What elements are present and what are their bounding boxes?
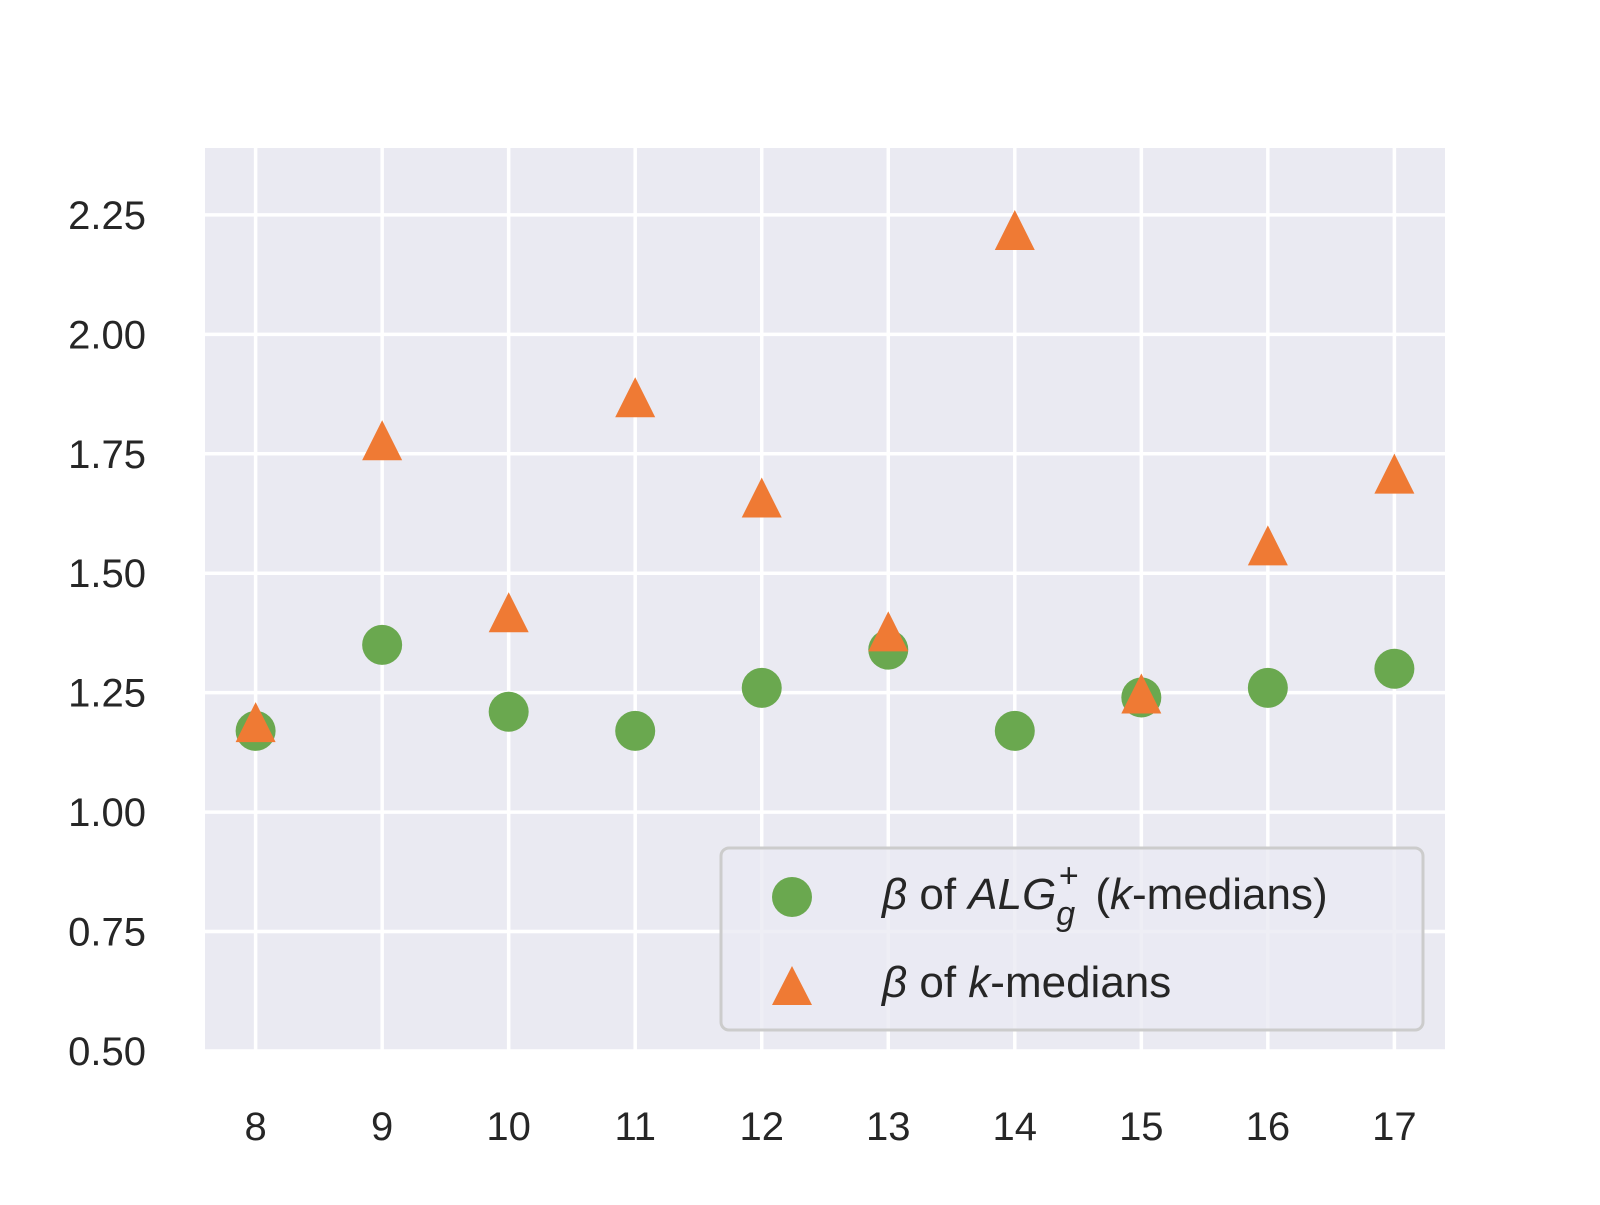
- data-point-triangle: [1374, 453, 1415, 494]
- data-points: [235, 210, 1415, 751]
- data-point-circle: [615, 710, 656, 751]
- data-point-triangle: [1247, 525, 1288, 566]
- x-axis-tick-labels: 8 9 10 11 12 13 14 15 16 17: [244, 1105, 1416, 1149]
- data-point-triangle: [615, 377, 656, 418]
- data-point-triangle: [741, 477, 782, 518]
- data-point-triangle: [868, 611, 909, 652]
- x-tick-label: 16: [1246, 1105, 1291, 1149]
- x-tick-label: 11: [614, 1105, 656, 1149]
- data-point-circle: [994, 710, 1035, 751]
- data-point-triangle: [235, 702, 276, 743]
- legend-marker-circle: [772, 877, 812, 917]
- data-point-circle: [488, 691, 529, 732]
- y-tick-label: 2.00: [68, 313, 146, 357]
- data-point-triangle: [994, 210, 1035, 250]
- data-point-circle: [1247, 667, 1288, 708]
- legend-label-kmedians: β of k-medians: [880, 958, 1171, 1007]
- y-tick-label: 1.50: [68, 552, 146, 596]
- y-axis-tick-labels: 0.50 0.75 1.00 1.25 1.50 1.75 2.00 2.25: [68, 194, 146, 1074]
- x-tick-label: 12: [739, 1105, 784, 1149]
- data-point-triangle: [362, 420, 403, 461]
- y-tick-label: 1.25: [68, 672, 146, 716]
- y-tick-label: 1.00: [68, 791, 146, 835]
- data-point-circle: [362, 624, 403, 665]
- data-point-circle: [741, 667, 782, 708]
- x-tick-label: 10: [486, 1105, 531, 1149]
- x-tick-label: 8: [244, 1105, 266, 1149]
- legend: β of ALG+ g (k-medians) β of k-medians: [719, 846, 1425, 1032]
- x-tick-label: 17: [1372, 1105, 1417, 1149]
- x-tick-label: 9: [371, 1105, 393, 1149]
- legend-label-alg: β of ALG+ g (k-medians): [880, 857, 1328, 933]
- legend-marker-triangle: [772, 966, 812, 1005]
- data-point-circle: [1374, 648, 1415, 689]
- y-tick-label: 0.50: [68, 1030, 146, 1074]
- x-tick-label: 13: [866, 1105, 911, 1149]
- x-tick-label: 15: [1119, 1105, 1164, 1149]
- y-tick-label: 0.75: [68, 911, 146, 955]
- x-tick-label: 14: [993, 1105, 1038, 1149]
- data-point-triangle: [488, 592, 529, 633]
- data-point-triangle: [1121, 673, 1162, 714]
- legend-box: [719, 846, 1425, 1032]
- y-tick-label: 2.25: [68, 194, 146, 238]
- y-tick-label: 1.75: [68, 433, 146, 477]
